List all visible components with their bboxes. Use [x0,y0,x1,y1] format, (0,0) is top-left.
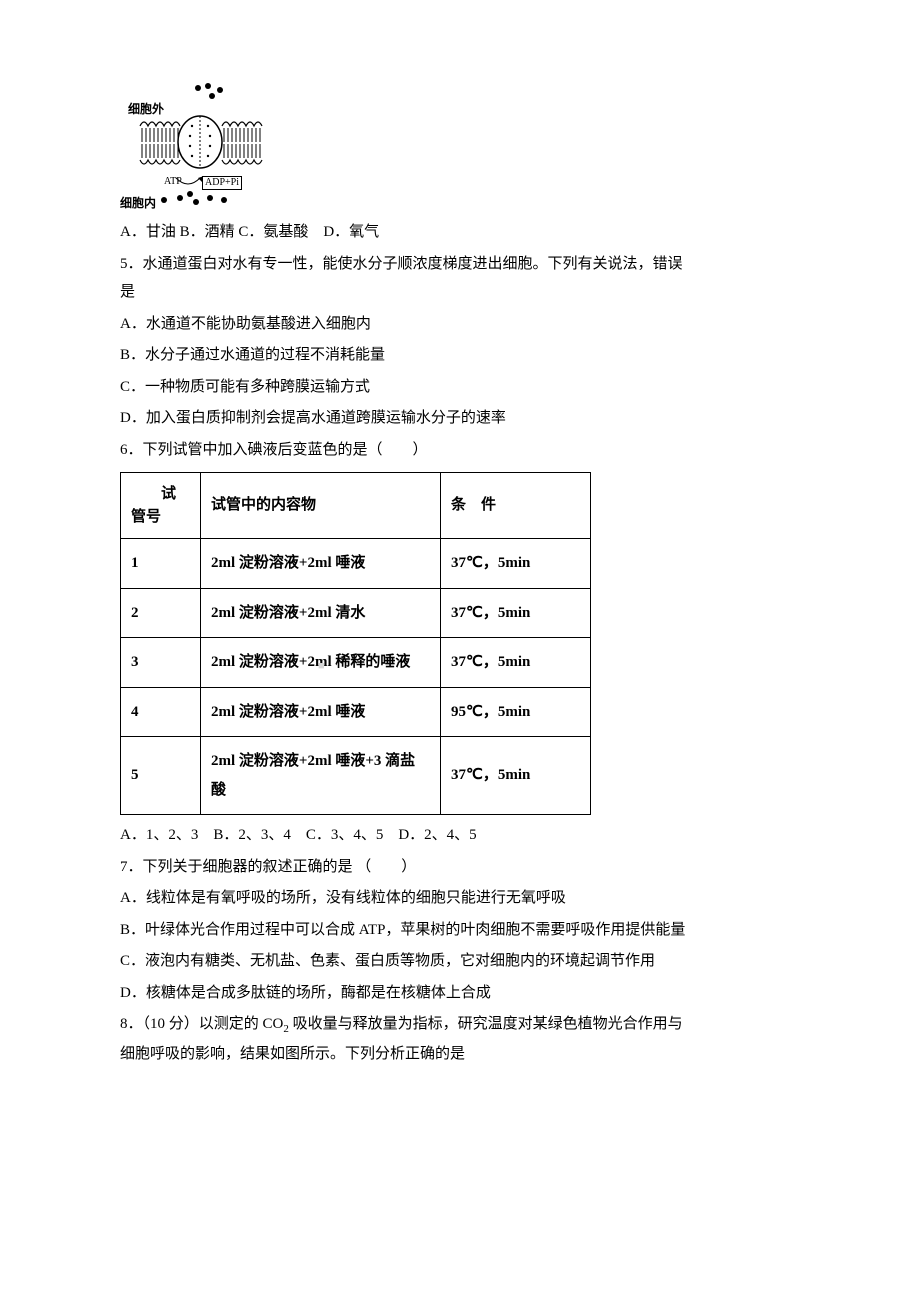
col-header-content: 试管中的内容物 [201,473,441,539]
q7-stem: 7．下列关于细胞器的叙述正确的是 （ ） [120,853,800,882]
cell-cond: 37℃，5min [441,539,591,589]
col-header-condition: 条 件 [441,473,591,539]
q7-option-b: B．叶绿体光合作用过程中可以合成 ATP，苹果树的叶肉细胞不需要呼吸作用提供能量 [120,916,800,945]
label-cell-inside: 细胞内 [120,192,156,215]
adp-label: ADP+Pi [202,176,242,190]
cell-num: 4 [121,687,201,737]
q4-options: A．甘油 B．酒精 C．氨基酸 D．氧气 [120,218,800,247]
q5-option-c: C．一种物质可能有多种跨膜运输方式 [120,373,800,402]
q5-option-a: A．水通道不能协助氨基酸进入细胞内 [120,310,800,339]
table-row: 1 2ml 淀粉溶液+2ml 唾液 37℃，5min [121,539,591,589]
cell-cond: 95℃，5min [441,687,591,737]
cell-num: 3 [121,638,201,688]
atp-label: ATP [164,176,182,188]
cell-num: 1 [121,539,201,589]
cell-content: 2ml 淀粉溶液+2ml 唾液 [201,687,441,737]
cell-content: 2ml 淀粉溶液+2ml 稀释的唾液 [201,638,441,688]
q6-stem: 6．下列试管中加入碘液后变蓝色的是（ ） [120,436,800,465]
cell-content: 2ml 淀粉溶液+2ml 唾液+3 滴盐酸 [201,737,441,815]
cell-cond: 37℃，5min [441,588,591,638]
cell-num: 5 [121,737,201,815]
table-row: 3 2ml 淀粉溶液+2ml 稀释的唾液 37℃，5min [121,638,591,688]
cell-cond: 37℃，5min [441,737,591,815]
q5-option-b: B．水分子通过水通道的过程不消耗能量 [120,341,800,370]
table-row: 4 2ml 淀粉溶液+2ml 唾液 95℃，5min [121,687,591,737]
q8-stem-line1: 8．（10 分）以测定的 CO2 吸收量与释放量为指标，研究温度对某绿色植物光合… [120,1010,800,1040]
q7-option-d: D．核糖体是合成多肽链的场所，酶都是在核糖体上合成 [120,979,800,1008]
q5-stem-line2: 是 [120,278,800,307]
col-header-tube: 试 管号 [121,473,201,539]
q5-stem-line1: 5．水通道蛋白对水有专一性，能使水分子顺浓度梯度进出细胞。下列有关说法，错误 [120,250,800,279]
cell-content: 2ml 淀粉溶液+2ml 唾液 [201,539,441,589]
q8-stem-line2: 细胞呼吸的影响，结果如图所示。下列分析正确的是 [120,1040,800,1069]
table-row: 2 2ml 淀粉溶液+2ml 清水 37℃，5min [121,588,591,638]
q6-table: 试 管号 试管中的内容物 条 件 1 2ml 淀粉溶液+2ml 唾液 37℃，5… [120,472,591,815]
q5-option-d: D．加入蛋白质抑制剂会提高水通道跨膜运输水分子的速率 [120,404,800,433]
membrane-transport-figure: 细胞外 细胞内 ATP ADP+Pi [120,82,280,212]
cell-content: 2ml 淀粉溶液+2ml 清水 [201,588,441,638]
q6-options: A．1、2、3 B．2、3、4 C．3、4、5 D．2、4、5 [120,821,800,850]
cell-num: 2 [121,588,201,638]
table-row: 5 2ml 淀粉溶液+2ml 唾液+3 滴盐酸 37℃，5min [121,737,591,815]
q7-option-c: C．液泡内有糖类、无机盐、色素、蛋白质等物质，它对细胞内的环境起调节作用 [120,947,800,976]
table-header-row: 试 管号 试管中的内容物 条 件 [121,473,591,539]
label-cell-outside: 细胞外 [128,98,164,121]
cell-cond: 37℃，5min [441,638,591,688]
q7-option-a: A．线粒体是有氧呼吸的场所，没有线粒体的细胞只能进行无氧呼吸 [120,884,800,913]
